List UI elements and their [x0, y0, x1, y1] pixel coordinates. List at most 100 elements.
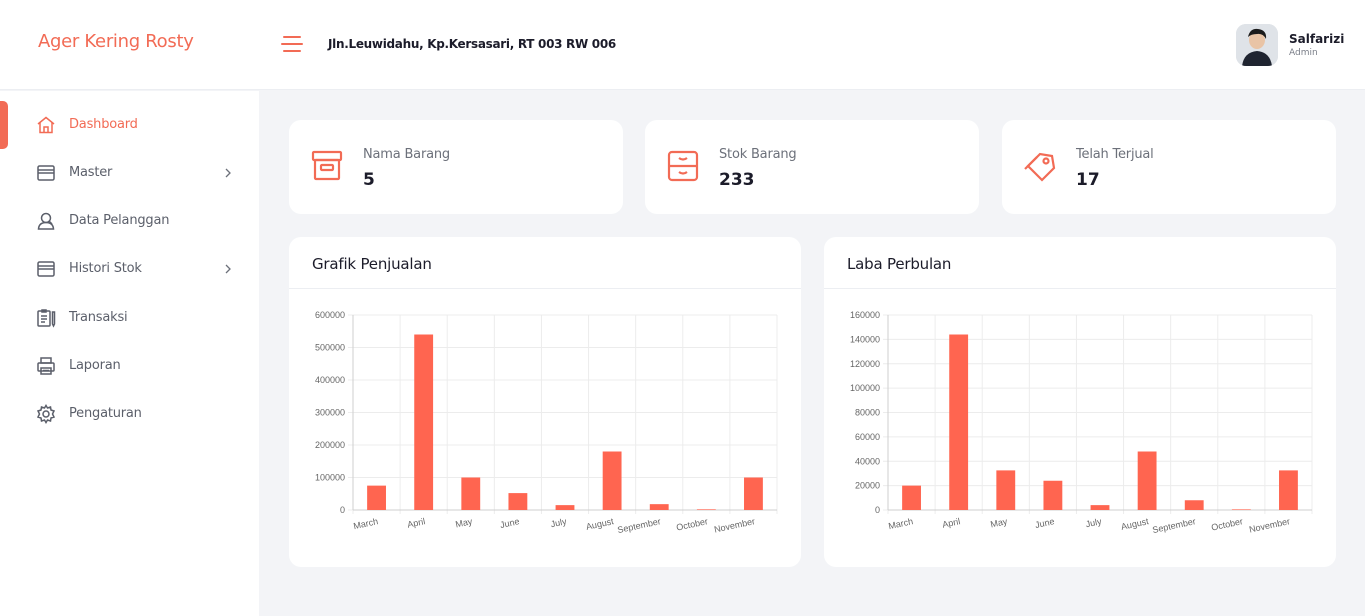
sidebar-item-label: Pengaturan: [69, 406, 142, 421]
y-tick-label: 60000: [855, 432, 880, 442]
stat-value: 17: [1076, 170, 1100, 190]
y-tick-label: 160000: [850, 310, 880, 320]
stat-label: Stok Barang: [719, 147, 797, 162]
panel-title: Laba Perbulan: [847, 255, 952, 273]
bar[interactable]: [602, 451, 622, 511]
home-icon: [37, 116, 55, 134]
stat-card-telah-terjual: Telah Terjual 17: [1002, 120, 1336, 214]
menu-toggle-icon[interactable]: [281, 34, 303, 54]
x-tick-label: September: [616, 516, 661, 535]
x-tick-label: March: [352, 516, 379, 531]
y-tick-label: 80000: [855, 408, 880, 418]
bar[interactable]: [1090, 505, 1110, 510]
sidebar-item-label: Dashboard: [69, 117, 138, 132]
avatar[interactable]: [1236, 24, 1278, 66]
x-tick-label: April: [406, 516, 426, 530]
bar[interactable]: [461, 477, 481, 511]
sidebar: [0, 91, 259, 616]
sidebar-item-label: Master: [69, 165, 113, 180]
y-tick-label: 100000: [315, 473, 345, 483]
divider: [824, 288, 1336, 289]
y-tick-label: 40000: [855, 456, 880, 466]
y-tick-label: 500000: [315, 343, 345, 353]
x-tick-label: September: [1151, 516, 1196, 535]
bar[interactable]: [414, 334, 434, 511]
archive-icon: [37, 165, 55, 181]
bar[interactable]: [1184, 500, 1204, 510]
bar[interactable]: [696, 509, 716, 510]
chevron-right-icon: [225, 264, 231, 274]
sidebar-item-label: Histori Stok: [69, 261, 142, 276]
x-tick-label: June: [499, 516, 520, 530]
bar[interactable]: [1137, 451, 1157, 511]
x-tick-label: October: [675, 516, 708, 532]
chevron-right-icon: [225, 168, 231, 178]
y-tick-label: 400000: [315, 375, 345, 385]
y-tick-label: 100000: [850, 383, 880, 393]
x-tick-label: August: [585, 516, 615, 532]
sidebar-item-transaksi[interactable]: Transaksi: [36, 306, 236, 330]
sales-chart-panel: Grafik Penjualan 0 100000 200000 300000 4000…: [289, 237, 801, 567]
bar[interactable]: [1231, 509, 1251, 510]
y-tick-label: 600000: [315, 310, 345, 320]
y-tick-label: 140000: [850, 334, 880, 344]
address-text: Jln.Leuwidahu, Kp.Kersasari, RT 003 RW 0…: [328, 37, 616, 51]
stat-card-nama-barang: Nama Barang 5: [289, 120, 623, 214]
stat-label: Telah Terjual: [1076, 147, 1154, 162]
sidebar-item-label: Transaksi: [69, 310, 128, 325]
sidebar-item-data-pelanggan[interactable]: Data Pelanggan: [36, 209, 236, 233]
profit-chart-panel: Laba Perbulan 0 20000 40000 60000 80000 10000…: [824, 237, 1336, 567]
y-tick-label: 20000: [855, 481, 880, 491]
bar[interactable]: [949, 334, 969, 511]
stat-label: Nama Barang: [363, 147, 450, 162]
top-bar: Ager Kering Rosty Jln.Leuwidahu, Kp.Kers…: [0, 0, 1365, 90]
x-tick-label: July: [1085, 516, 1103, 529]
y-tick-label: 200000: [315, 440, 345, 450]
stat-card-stok-barang: Stok Barang 233: [645, 120, 979, 214]
sidebar-item-dashboard[interactable]: Dashboard: [36, 113, 236, 137]
bar[interactable]: [649, 504, 669, 510]
x-tick-label: March: [887, 516, 914, 531]
bar[interactable]: [1279, 470, 1298, 510]
printer-icon: [37, 357, 55, 375]
user-name[interactable]: Salfarizi: [1289, 32, 1345, 46]
bar[interactable]: [744, 477, 763, 511]
bar[interactable]: [555, 505, 575, 510]
stat-value: 5: [363, 170, 375, 190]
x-tick-label: May: [989, 516, 1008, 529]
clipboard-icon: [37, 309, 56, 328]
sidebar-item-label: Data Pelanggan: [69, 213, 170, 228]
archive-box-icon: [311, 150, 343, 181]
gear-icon: [36, 404, 56, 424]
sidebar-item-master[interactable]: Master: [36, 161, 236, 185]
y-tick-label: 120000: [850, 359, 880, 369]
y-tick-label: 300000: [315, 408, 345, 418]
x-tick-label: May: [454, 516, 473, 529]
x-tick-label: July: [550, 516, 568, 529]
bar[interactable]: [508, 493, 528, 510]
sidebar-item-laporan[interactable]: Laporan: [36, 354, 236, 378]
bar[interactable]: [1043, 480, 1063, 510]
x-tick-label: November: [713, 516, 756, 534]
x-tick-label: June: [1034, 516, 1055, 530]
tag-icon: [1024, 152, 1056, 182]
bar[interactable]: [902, 485, 921, 510]
sales-bar-chart: 0 100000 200000 300000 400000 500000 600000 Mar…: [315, 310, 778, 535]
y-tick-label: 0: [875, 505, 880, 515]
panel-title: Grafik Penjualan: [312, 255, 432, 273]
brand-logo[interactable]: Ager Kering Rosty: [38, 31, 194, 52]
sidebar-item-histori-stok[interactable]: Histori Stok: [36, 257, 236, 281]
stat-value: 233: [719, 170, 755, 190]
divider: [289, 288, 801, 289]
user-role: Admin: [1289, 48, 1318, 58]
y-tick-label: 0: [340, 505, 345, 515]
x-tick-label: August: [1120, 516, 1150, 532]
sidebar-item-pengaturan[interactable]: Pengaturan: [36, 402, 236, 426]
user-icon: [37, 212, 55, 230]
sidebar-item-label: Laporan: [69, 358, 121, 373]
x-tick-label: April: [941, 516, 961, 530]
bar[interactable]: [996, 470, 1016, 510]
drawer-icon: [667, 150, 699, 182]
bar[interactable]: [367, 485, 386, 510]
active-indicator: [0, 101, 8, 149]
